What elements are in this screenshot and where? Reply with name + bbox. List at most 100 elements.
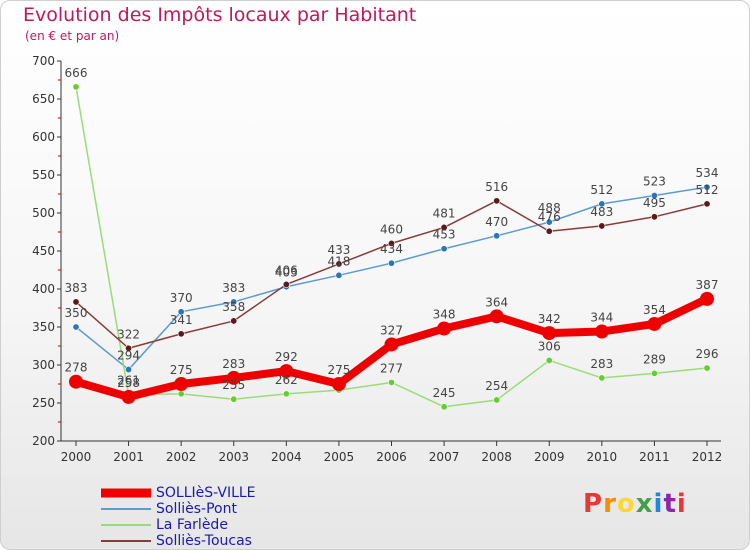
data-label-la-farl-de: 277 xyxy=(380,361,403,375)
data-label-solli-s-pont: 534 xyxy=(696,166,719,180)
data-point-solli-s-ville xyxy=(542,326,557,341)
data-label-solli-s-toucas: 516 xyxy=(485,180,508,194)
logo-letter: P xyxy=(583,489,604,519)
data-point-solli-s-pont xyxy=(125,366,133,374)
data-label-la-farl-de: 289 xyxy=(643,352,666,366)
data-label-solli-s-pont: 350 xyxy=(65,306,88,320)
legend-label: Solliès-Toucas xyxy=(156,533,252,549)
data-point-solli-s-toucas xyxy=(230,317,238,325)
data-label-solli-s-pont: 470 xyxy=(485,215,508,229)
data-point-solli-s-ville xyxy=(279,364,294,379)
legend-swatch xyxy=(101,488,151,498)
data-point-solli-s-toucas xyxy=(335,260,343,268)
data-label-solli-s-ville: 364 xyxy=(485,295,508,309)
logo-letter: o xyxy=(616,489,636,519)
data-label-la-farl-de: 254 xyxy=(485,379,508,393)
data-point-solli-s-ville xyxy=(647,316,662,331)
logo-letter: r xyxy=(603,489,617,519)
data-label-solli-s-pont: 434 xyxy=(380,242,403,256)
data-label-solli-s-ville: 348 xyxy=(433,308,456,322)
y-tick-label: 700 xyxy=(32,54,55,68)
data-label-solli-s-toucas: 460 xyxy=(380,222,403,236)
y-tick-label: 450 xyxy=(32,244,55,258)
data-label-solli-s-pont: 294 xyxy=(117,349,140,363)
data-label-solli-s-toucas: 433 xyxy=(327,243,350,257)
y-tick-label: 400 xyxy=(32,282,55,296)
y-tick-label: 500 xyxy=(32,206,55,220)
data-point-solli-s-ville xyxy=(489,309,504,324)
data-point-solli-s-toucas xyxy=(650,213,658,221)
data-label-solli-s-pont: 488 xyxy=(538,201,561,215)
data-label-solli-s-pont: 370 xyxy=(170,291,193,305)
x-tick-label: 2004 xyxy=(271,450,302,464)
data-label-solli-s-toucas: 383 xyxy=(65,281,88,295)
data-label-la-farl-de: 306 xyxy=(538,339,561,353)
data-point-la-farl-de xyxy=(387,378,395,386)
data-point-la-farl-de xyxy=(282,390,290,398)
x-tick-label: 2008 xyxy=(481,450,512,464)
data-point-solli-s-toucas xyxy=(177,330,185,338)
data-label-la-farl-de: 255 xyxy=(222,378,245,392)
data-point-solli-s-pont xyxy=(545,218,553,226)
data-label-la-farl-de: 262 xyxy=(275,373,298,387)
y-tick-label: 650 xyxy=(32,92,55,106)
x-tick-label: 2011 xyxy=(639,450,670,464)
data-point-solli-s-ville xyxy=(121,389,136,404)
y-tick-label: 550 xyxy=(32,168,55,182)
chart-subtitle: (en € et par an) xyxy=(25,29,120,43)
y-tick-label: 200 xyxy=(32,434,55,448)
data-point-solli-s-ville xyxy=(594,324,609,339)
y-tick-label: 350 xyxy=(32,320,55,334)
data-point-la-farl-de xyxy=(177,390,185,398)
legend-item-solli-s-pont: Solliès-Pont xyxy=(101,501,401,517)
legend-swatch xyxy=(101,508,151,510)
data-point-solli-s-ville xyxy=(174,377,189,391)
data-label-la-farl-de: 666 xyxy=(65,66,88,80)
data-label-solli-s-pont: 453 xyxy=(433,228,456,242)
y-tick-label: 600 xyxy=(32,130,55,144)
x-tick-label: 2002 xyxy=(166,450,197,464)
legend: SOLLIèS-VILLE Solliès-Pont La Farlède So… xyxy=(101,485,401,549)
data-point-la-farl-de xyxy=(72,83,80,91)
data-point-solli-s-pont xyxy=(177,308,185,316)
data-label-la-farl-de: 245 xyxy=(433,386,456,400)
data-label-solli-s-ville: 283 xyxy=(222,357,245,371)
data-label-solli-s-pont: 383 xyxy=(222,281,245,295)
data-point-solli-s-pont xyxy=(650,192,658,200)
data-point-solli-s-pont xyxy=(230,298,238,306)
data-label-la-farl-de: 296 xyxy=(696,347,719,361)
data-label-solli-s-toucas: 476 xyxy=(538,210,561,224)
data-label-solli-s-toucas: 358 xyxy=(222,300,245,314)
data-label-solli-s-ville: 275 xyxy=(327,363,350,377)
data-label-solli-s-ville: 344 xyxy=(590,311,613,325)
legend-label: Solliès-Pont xyxy=(156,501,237,517)
data-point-solli-s-pont xyxy=(72,323,80,331)
data-point-solli-s-toucas xyxy=(282,280,290,288)
data-label-solli-s-ville: 342 xyxy=(538,312,561,326)
data-label-solli-s-ville: 278 xyxy=(65,361,88,375)
data-point-solli-s-pont xyxy=(335,271,343,279)
data-label-solli-s-ville: 327 xyxy=(380,323,403,337)
data-point-la-farl-de xyxy=(230,395,238,403)
data-label-solli-s-toucas: 341 xyxy=(170,313,193,327)
data-point-la-farl-de xyxy=(650,369,658,377)
legend-label: La Farlède xyxy=(156,517,228,533)
data-label-solli-s-ville: 387 xyxy=(696,278,719,292)
data-point-solli-s-toucas xyxy=(125,344,133,352)
data-point-solli-s-ville xyxy=(437,321,452,336)
legend-swatch xyxy=(101,540,151,542)
data-point-solli-s-ville xyxy=(384,337,399,352)
legend-item-solli-s-ville: SOLLIèS-VILLE xyxy=(101,485,401,501)
data-point-la-farl-de xyxy=(440,403,448,411)
x-tick-label: 2003 xyxy=(218,450,249,464)
x-tick-label: 2007 xyxy=(429,450,460,464)
data-point-solli-s-pont xyxy=(440,245,448,253)
proxiti-logo: Proxiti xyxy=(583,489,687,519)
data-point-solli-s-toucas xyxy=(387,239,395,247)
data-label-solli-s-toucas: 495 xyxy=(643,196,666,210)
x-tick-label: 2001 xyxy=(113,450,144,464)
data-label-solli-s-toucas: 481 xyxy=(433,206,456,220)
data-label-solli-s-toucas: 512 xyxy=(696,183,719,197)
data-label-solli-s-toucas: 322 xyxy=(117,327,140,341)
